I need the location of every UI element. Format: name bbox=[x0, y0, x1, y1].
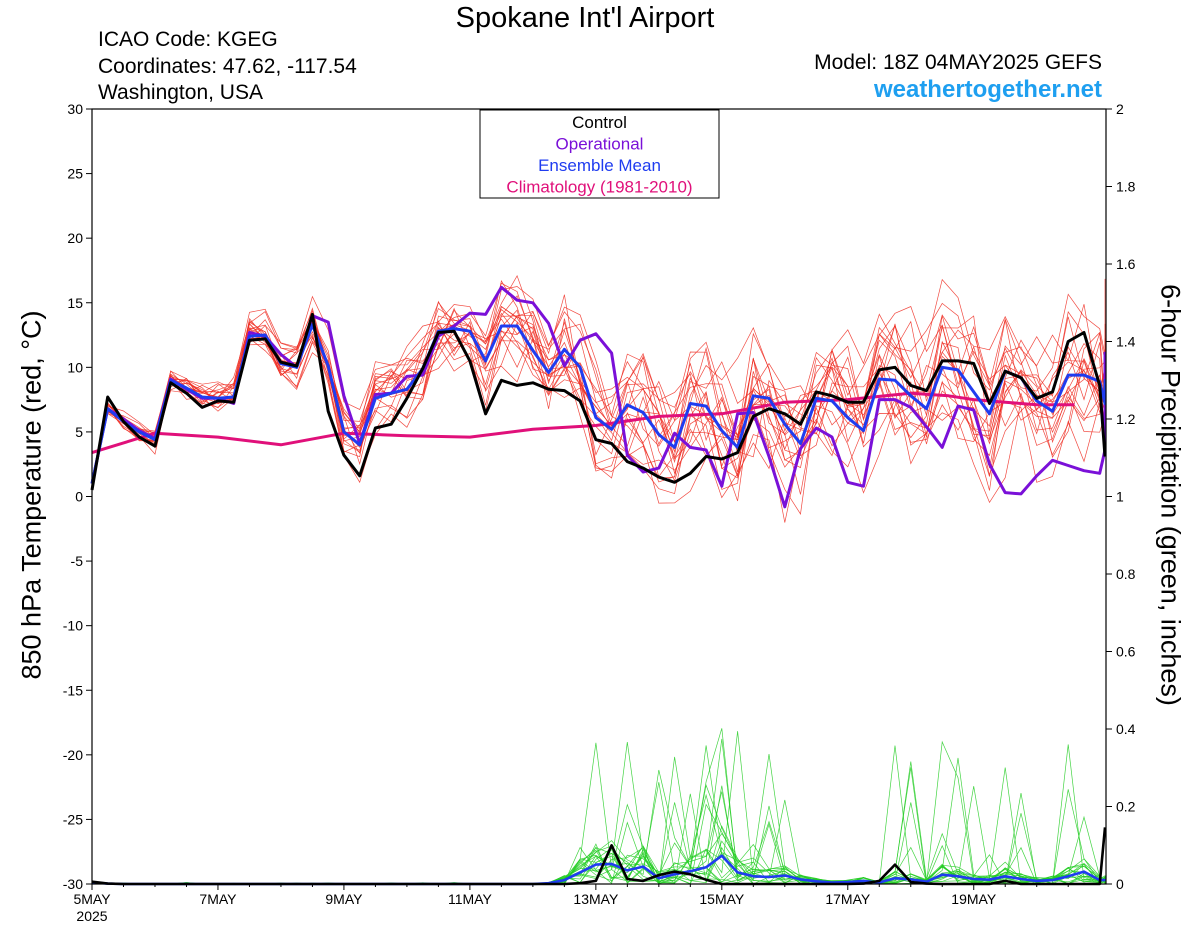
y-tick-label: 15 bbox=[67, 295, 83, 311]
location-label: Washington, USA bbox=[98, 81, 263, 104]
y2-tick-label: 1.2 bbox=[1116, 411, 1136, 427]
y2-tick-label: 1 bbox=[1116, 489, 1124, 505]
icao-code-label: ICAO Code: KGEG bbox=[98, 28, 278, 51]
temperature-member-line bbox=[91, 306, 1106, 484]
temperature-member-line bbox=[91, 278, 1106, 485]
y-tick-label: 10 bbox=[67, 359, 83, 375]
y-tick-label: 30 bbox=[67, 101, 83, 117]
y-tick-label: 20 bbox=[67, 230, 83, 246]
x-tick-label: 17MAY bbox=[825, 891, 871, 907]
y-tick-label: 25 bbox=[67, 166, 83, 182]
precipitation-member-line bbox=[92, 793, 1106, 885]
climatology-1981-2010-temperature-line bbox=[91, 391, 1075, 455]
temperature-member-line bbox=[91, 312, 1106, 504]
ensemble-mean-temperature-line bbox=[90, 323, 1107, 484]
temperature-member-line bbox=[91, 295, 1106, 482]
x-tick-year: 2025 bbox=[76, 908, 107, 924]
temperature-member-line bbox=[91, 279, 1106, 485]
y2-tick-label: 0.8 bbox=[1116, 566, 1136, 582]
y2-tick-label: 0 bbox=[1116, 876, 1124, 892]
x-tick-label: 19MAY bbox=[951, 891, 997, 907]
site-link[interactable]: weathertogether.net bbox=[873, 76, 1102, 103]
x-tick-label: 11MAY bbox=[448, 891, 492, 907]
y-tick-label: 0 bbox=[75, 489, 83, 505]
legend-entry: Control bbox=[572, 113, 627, 132]
x-tick-label: 9MAY bbox=[325, 891, 363, 907]
precipitation-member-line bbox=[92, 742, 1106, 885]
y-tick-label: -5 bbox=[71, 553, 84, 569]
temperature-member-line bbox=[91, 294, 1106, 483]
legend-entry: Climatology (1981-2010) bbox=[506, 178, 692, 197]
legend-entry: Ensemble Mean bbox=[538, 156, 661, 175]
x-tick-label: 15MAY bbox=[699, 891, 745, 907]
x-tick-label: 5MAY bbox=[73, 891, 111, 907]
legend-entry: Operational bbox=[556, 135, 644, 154]
y2-tick-label: 0.2 bbox=[1116, 799, 1136, 815]
x-tick-label: 13MAY bbox=[573, 891, 619, 907]
model-run-label: Model: 18Z 04MAY2025 GEFS bbox=[814, 51, 1102, 74]
y2-tick-label: 0.4 bbox=[1116, 721, 1136, 737]
chart-title: Spokane Int'l Airport bbox=[455, 2, 715, 34]
control-temperature-line bbox=[90, 312, 1107, 491]
y2-tick-label: 1.8 bbox=[1116, 179, 1136, 195]
operational-temperature-line bbox=[90, 285, 1107, 509]
temperature-member-line bbox=[91, 304, 1106, 490]
y-tick-label: -15 bbox=[63, 682, 83, 698]
y2-tick-label: 1.6 bbox=[1116, 256, 1136, 272]
precipitation-member-line bbox=[92, 738, 1106, 885]
precipitation-member-line bbox=[92, 783, 1106, 885]
precipitation-member-line bbox=[92, 793, 1106, 885]
temperature-member-line bbox=[91, 293, 1106, 486]
temperature-member-line bbox=[91, 301, 1106, 523]
temperature-member-line bbox=[91, 286, 1106, 495]
precipitation-member-line bbox=[92, 769, 1106, 885]
temperature-member-line bbox=[91, 282, 1106, 486]
y-tick-label: -20 bbox=[63, 747, 83, 763]
legend-box bbox=[479, 109, 720, 199]
x-tick-label: 7MAY bbox=[199, 891, 237, 907]
y-tick-label: -10 bbox=[63, 618, 83, 634]
y2-tick-label: 1.4 bbox=[1116, 334, 1136, 350]
precipitation-member-line bbox=[92, 782, 1106, 885]
y-tick-label: -30 bbox=[63, 876, 83, 892]
y2-tick-label: 2 bbox=[1116, 101, 1124, 117]
y-tick-label: -25 bbox=[63, 811, 83, 827]
y2-tick-label: 0.6 bbox=[1116, 644, 1136, 660]
y-tick-label: 5 bbox=[75, 424, 83, 440]
coordinates-label: Coordinates: 47.62, -117.54 bbox=[98, 55, 357, 78]
